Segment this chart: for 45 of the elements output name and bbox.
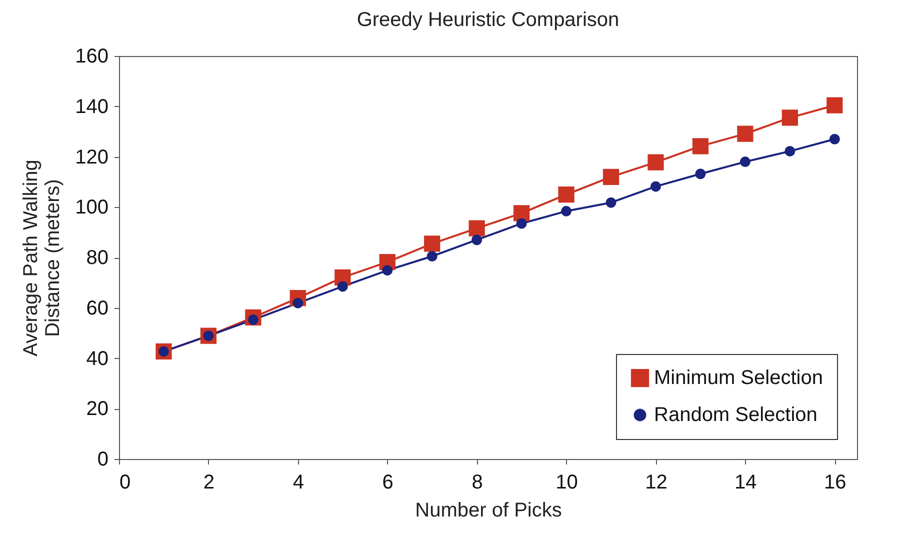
point	[784, 146, 796, 156]
y-tick-label: 160	[75, 46, 108, 68]
x-tick-label: 12	[645, 472, 668, 494]
x-tick-label: 4	[292, 472, 304, 494]
legend-label: Minimum Selection	[654, 367, 823, 389]
point	[782, 110, 798, 126]
point	[337, 281, 348, 292]
point	[516, 218, 527, 229]
y-tick-label: 0	[97, 448, 108, 470]
x-tick-label: 16	[824, 472, 846, 494]
x-tick-label: 10	[556, 472, 578, 494]
y-tick-label: 80	[86, 247, 108, 269]
point	[650, 181, 661, 192]
point	[692, 138, 709, 154]
point	[424, 236, 440, 252]
x-tick-label: 8	[472, 472, 483, 494]
point	[513, 205, 530, 222]
point	[561, 206, 572, 216]
x-tick-label: 6	[382, 472, 394, 494]
point	[426, 251, 438, 262]
legend-label: Random Selection	[654, 404, 818, 426]
x-tick-label: 14	[734, 472, 757, 494]
y-tick-label: 40	[86, 348, 108, 370]
point	[648, 154, 664, 170]
point	[382, 265, 393, 276]
x-tick-label: 2	[203, 472, 215, 494]
point	[740, 156, 750, 168]
y-tick-label: 20	[86, 398, 108, 420]
y-tick-label: 60	[86, 297, 108, 320]
y-axis-title: Average Path Walking Distance (meters)	[20, 160, 64, 356]
point	[606, 197, 616, 208]
point	[602, 168, 620, 185]
x-tick-label: 0	[120, 472, 131, 494]
point	[472, 234, 482, 246]
point	[468, 220, 485, 236]
chart-title: Greedy Heuristic Comparison	[356, 9, 620, 31]
y-tick-label: 120	[75, 146, 108, 168]
y-tick-label: 100	[75, 196, 108, 219]
point	[695, 168, 706, 180]
point	[826, 97, 843, 114]
point	[737, 126, 754, 142]
x-axis-title: Number of Picks	[415, 500, 562, 522]
point	[829, 134, 840, 144]
point	[558, 186, 574, 203]
y-tick-label: 140	[75, 96, 108, 118]
